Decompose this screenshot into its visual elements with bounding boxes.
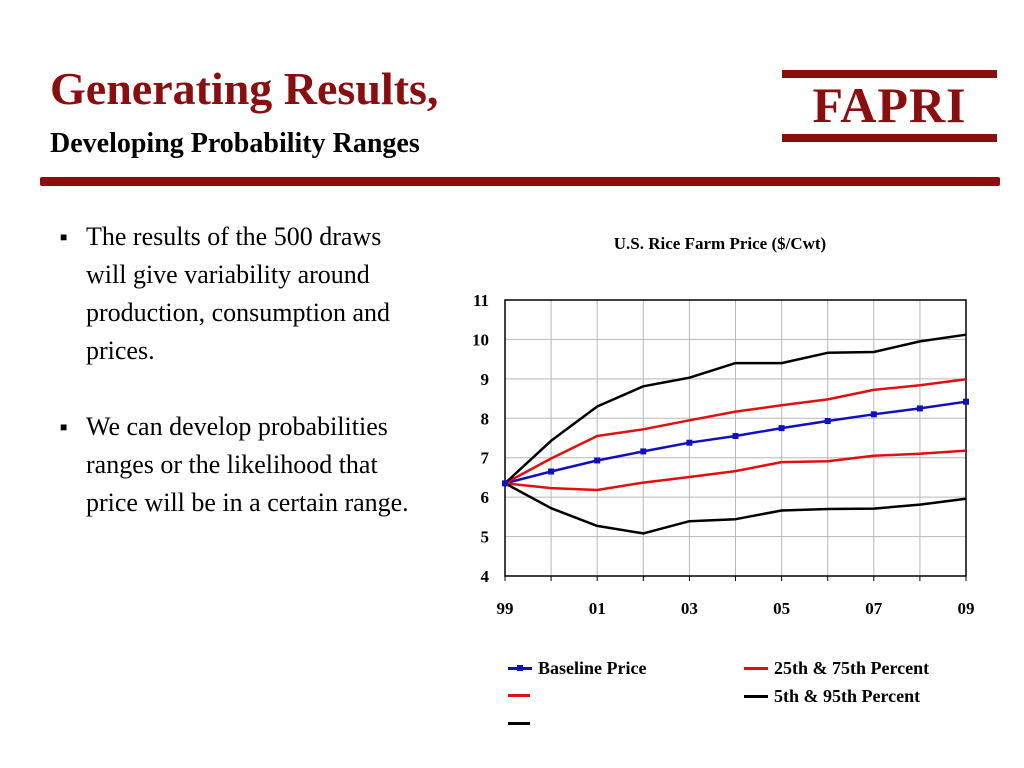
y-tick-label: 10 [472,330,489,349]
legend-swatch-tail-extra [508,722,530,725]
title-divider [40,177,1000,186]
price-chart: 4 5 6 7 8 9 10 11 99 01 03 05 07 09 [472,291,975,618]
x-tick-label: 01 [589,599,606,618]
logo-bar-bottom [782,134,997,142]
slide-title: Generating Results, [50,63,439,114]
x-tick-label: 09 [958,599,975,618]
square-marker-icon [517,664,523,671]
x-tick-label: 07 [865,599,883,618]
legend-swatch-baseline [508,664,532,671]
bullet-text: The results of the 500 draws will give v… [86,222,391,365]
y-tick-label: 8 [481,409,490,428]
bullet-text: We can develop probabilities ranges or t… [86,412,409,517]
y-tick-label: 6 [481,488,490,507]
legend-right: 25th & 75th Percent 5th & 95th Percent [744,654,929,710]
data-point [732,433,739,440]
bullet-item: ■ The results of the 500 draws will give… [60,218,420,370]
slide-subtitle: Developing Probability Ranges [50,128,420,159]
data-point [686,439,693,446]
bullet-list: ■ The results of the 500 draws will give… [60,218,420,560]
x-tick-label: 05 [773,599,790,618]
chart-title: U.S. Rice Farm Price ($/Cwt) [613,234,827,253]
logo-text: FAPRI [812,77,967,133]
legend-left: Baseline Price [508,654,646,682]
data-point [963,398,969,405]
y-tick-label: 11 [473,291,489,310]
legend-swatch-quartile [744,666,768,670]
legend-label-tail: 5th & 95th Percent [774,685,921,706]
data-point [870,411,877,418]
legend-item-quartile: 25th & 75th Percent [744,654,929,682]
series-line-1 [504,378,967,485]
data-point [824,418,831,425]
data-point [640,448,647,455]
x-tick-label: 99 [497,599,514,618]
series-line-2 [504,449,967,492]
x-tick-label: 03 [681,599,698,618]
legend-item-tail: 5th & 95th Percent [744,682,929,710]
legend-label-baseline: Baseline Price [538,657,647,678]
series-line-4 [504,482,967,535]
legend-swatch-tail [744,694,768,698]
y-tick-label: 4 [481,567,490,586]
data-point [548,468,555,475]
bullet-item: ■ We can develop probabilities ranges or… [60,408,420,522]
square-bullet-icon: ■ [60,230,68,244]
data-point [916,405,923,412]
y-tick-label: 7 [481,449,490,468]
legend-label-quartile: 25th & 75th Percent [774,657,930,678]
y-tick-label: 9 [481,370,490,389]
y-tick-label: 5 [481,528,490,547]
series-line-3 [504,333,967,485]
data-point [594,457,601,464]
legend-item-baseline: Baseline Price [508,654,646,682]
legend-swatch-quartile-extra [508,694,530,697]
square-bullet-icon: ■ [60,420,68,434]
data-point [502,480,508,487]
logo-bar-top [782,70,997,78]
data-point [778,425,785,432]
